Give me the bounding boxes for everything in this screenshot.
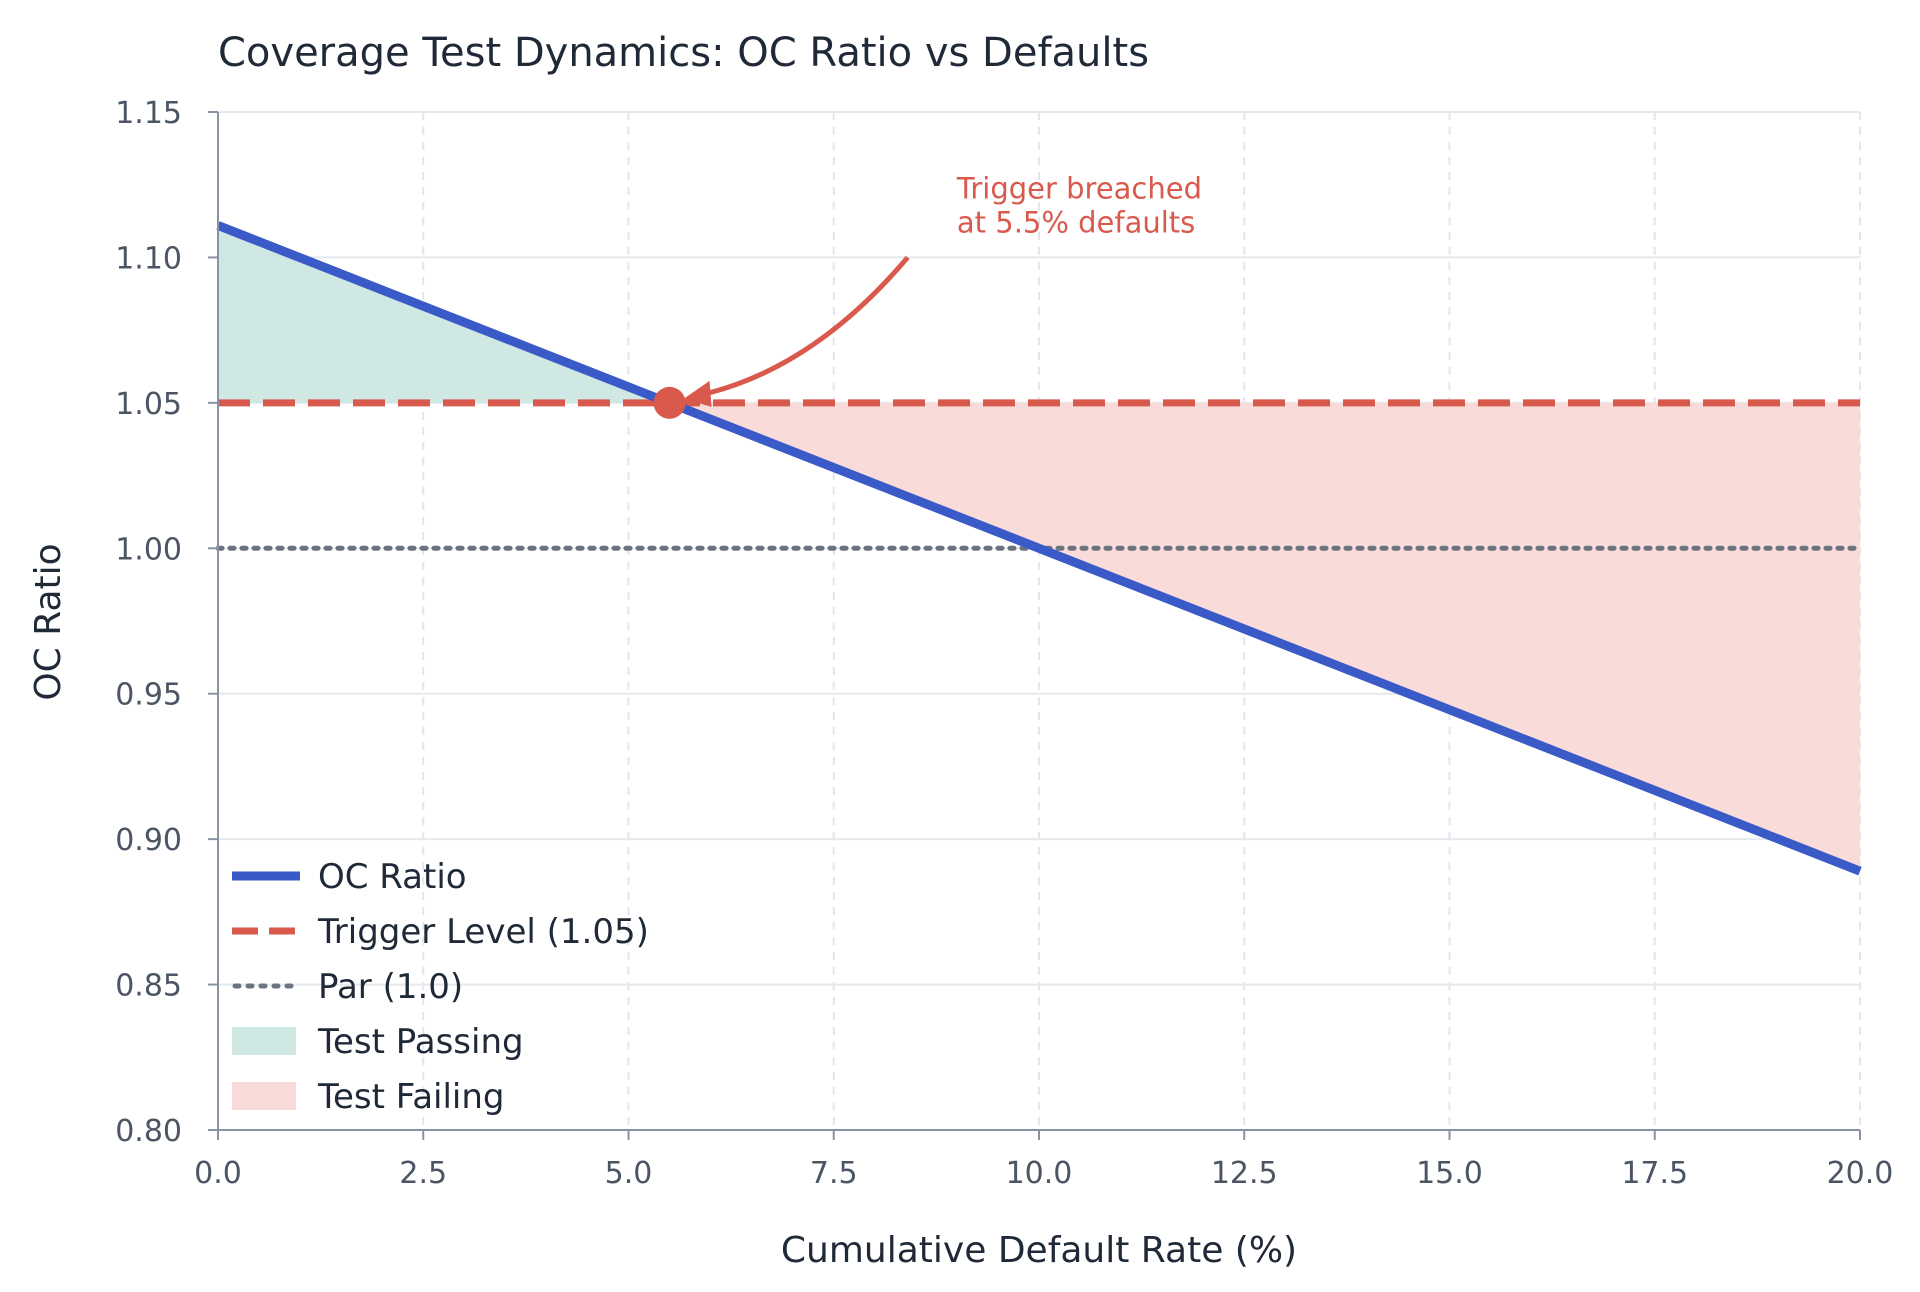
annotation-text-0: Trigger breached [956,172,1202,206]
breach-marker [653,386,686,419]
y-tick-label-0: 0.80 [115,1114,182,1149]
y-tick-label-2: 0.90 [115,823,182,858]
legend-label-1: Trigger Level (1.05) [317,912,649,952]
axes [208,111,1861,1140]
x-axis-label: Cumulative Default Rate (%) [781,1230,1297,1271]
y-axis-label: OC Ratio [28,543,69,700]
x-tick-label-6: 15.0 [1416,1156,1483,1191]
x-tick-label-1: 2.5 [399,1156,447,1191]
y-tick-label-1: 0.85 [115,969,182,1004]
annotation-arrow [691,255,910,400]
legend-label-2: Par (1.0) [318,967,463,1007]
annotation-arrowhead [683,380,712,407]
x-tick-label-0: 0.0 [194,1156,242,1191]
y-tick-label-5: 1.05 [115,387,182,422]
legend-label-3: Test Passing [317,1022,524,1062]
y-tick-label-6: 1.10 [115,241,182,276]
legend-label-4: Test Failing [317,1077,505,1117]
oc-ratio-line [216,221,1862,876]
y-tick-label-4: 1.00 [115,532,182,567]
y-tick-label-3: 0.95 [115,678,182,713]
x-tick-label-4: 10.0 [1006,1156,1073,1191]
chart-title: Coverage Test Dynamics: OC Ratio vs Defa… [218,30,1149,76]
x-tick-label-7: 17.5 [1621,1156,1688,1191]
x-tick-label-2: 5.0 [605,1156,653,1191]
x-tick-label-3: 7.5 [810,1156,858,1191]
legend: OC Ratio Trigger Level (1.05) Par (1.0) Tes… [232,857,649,1117]
x-tick-label-5: 12.5 [1211,1156,1278,1191]
x-tick-label-8: 20.0 [1827,1156,1894,1191]
legend-swatch-3 [232,1027,296,1055]
y-tick-label-7: 1.15 [115,96,182,131]
tick-labels: 0.0 2.5 5.0 7.5 10.0 12.5 15.0 17.5 20.0 0.80 0.85… [115,96,1893,1191]
annotation-text-1: at 5.5% defaults [957,206,1195,240]
legend-swatch-4 [232,1082,296,1110]
legend-label-0: OC Ratio [318,857,467,897]
series-lines [216,221,1862,876]
